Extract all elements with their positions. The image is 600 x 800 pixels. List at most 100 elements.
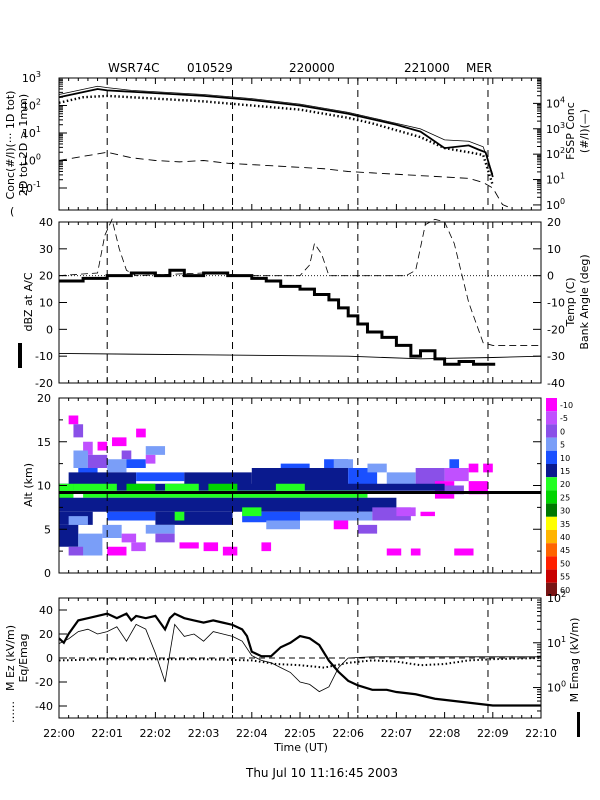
y-tick-label: 20 xyxy=(39,628,53,641)
heatmap-cell xyxy=(251,468,349,486)
heatmap-cell xyxy=(107,511,156,521)
y-tick-label: 20 xyxy=(39,270,53,283)
heatmap-cell xyxy=(367,463,387,473)
y-tick-label: 30 xyxy=(39,243,53,256)
panels: 10-1100101102103100101102103104Conc(#/l)… xyxy=(4,70,591,737)
y-right-tick-label: 0 xyxy=(547,270,554,283)
y-tick-label: 0 xyxy=(46,323,53,336)
series-dashed xyxy=(58,151,513,210)
panel-efield: 40 20 0 -20 -40 100 101 102 M Ez (kV/m) Eq/Emag ……… xyxy=(4,590,581,737)
x-tick-label: 22:10 xyxy=(525,727,557,740)
legend-label: 40 xyxy=(560,533,570,542)
legend-swatch xyxy=(546,450,557,464)
x-tick-label: 22:00 xyxy=(43,727,75,740)
legend-swatch xyxy=(546,569,557,583)
y-tick-label: -40 xyxy=(35,700,53,713)
heatmap-cell xyxy=(107,546,127,556)
heatmap-cell xyxy=(242,507,262,517)
series-thick xyxy=(58,88,494,178)
y-right-axis-label: M Emag (kV/m) xyxy=(568,618,581,703)
y-tick-label: 10 xyxy=(39,297,53,310)
y-right-tick-label: -40 xyxy=(547,377,565,390)
start-time-label: 220000 xyxy=(289,61,335,75)
heatmap-cell xyxy=(136,428,146,438)
heatmap-cell xyxy=(83,441,93,455)
legend-swatch xyxy=(546,516,557,530)
legend-label: 30 xyxy=(560,507,570,516)
heatmap-cell xyxy=(444,468,469,482)
legend-swatch xyxy=(546,503,557,517)
panel-dbz-frame xyxy=(58,221,542,384)
y-tick-label: -20 xyxy=(35,676,53,689)
y-right-tick-label: 101 xyxy=(546,172,565,187)
x-tick-label: 22:08 xyxy=(429,727,461,740)
legend-label: 25 xyxy=(560,493,570,502)
heatmap-cell xyxy=(59,483,445,491)
heatmap-cell xyxy=(73,424,84,438)
y-right-tick-label: 102 xyxy=(546,146,565,161)
x-axis-title: Time (UT) xyxy=(273,741,328,754)
legend-label: 55 xyxy=(560,573,570,582)
heatmap-cell xyxy=(396,507,416,517)
x-tick-label: 22:02 xyxy=(140,727,172,740)
series-dbz xyxy=(59,268,496,366)
heatmap-cell xyxy=(145,454,156,464)
legend-swatch xyxy=(546,424,557,438)
legend-swatch xyxy=(546,556,557,570)
y-right-tick-label: 100 xyxy=(547,680,566,695)
legend-marker: ( xyxy=(10,205,14,218)
heatmap-cell xyxy=(184,472,252,486)
x-tick-label: 22:01 xyxy=(91,727,123,740)
y-right-tick-label: -10 xyxy=(547,297,565,310)
heatmap-cell xyxy=(266,520,300,530)
heatmap-cell xyxy=(386,472,416,486)
legend-swatch xyxy=(546,477,557,491)
series-temp xyxy=(58,353,542,360)
legend-swatch xyxy=(546,464,557,478)
heatmap-cell xyxy=(174,511,185,521)
heatmap-cell xyxy=(483,463,493,473)
heatmap-cell xyxy=(145,524,175,534)
y-tick-label: 10 xyxy=(37,480,51,493)
heatmap-cell xyxy=(131,542,146,552)
heatmap-cell xyxy=(102,524,122,538)
legend-swatch xyxy=(546,411,557,425)
legend-marker: …… xyxy=(4,701,17,723)
heatmap-cell xyxy=(87,454,108,468)
legend-label: 45 xyxy=(560,546,570,555)
color-legend: -10 -5 0 5 10 15 20 25 30 35 40 45 50 55 60 xyxy=(546,398,573,596)
heatmap-cell xyxy=(261,542,272,552)
y-right-axis-label-line2: (#/l)(—) xyxy=(578,109,591,153)
y-tick-label: 0 xyxy=(46,652,53,665)
y-axis-label-line1: M Ez (kV/m) xyxy=(4,625,17,691)
footer-timestamp: Thu Jul 10 11:16:45 2003 xyxy=(245,766,398,780)
heatmap-cell xyxy=(468,463,479,473)
y-tick-label: 102 xyxy=(22,98,41,113)
heatmap-cell xyxy=(386,548,402,556)
y-axis-label: dBZ at A/C xyxy=(22,272,35,331)
y-tick-label: -20 xyxy=(35,377,53,390)
x-tick-label: 22:09 xyxy=(477,727,509,740)
y-tick-label: 40 xyxy=(39,216,53,229)
panel-dbz: 40 30 20 10 0 -10 -20 20 10 0 -10 -20 -30 -40 dBZ at A… xyxy=(18,216,591,390)
heatmap-cell xyxy=(136,472,185,482)
y-tick-label: 0 xyxy=(44,567,51,580)
y-tick-label: 5 xyxy=(44,523,51,536)
legend-swatch xyxy=(546,582,557,596)
heatmap-cell xyxy=(454,548,474,556)
heatmap-cell xyxy=(280,463,310,468)
heatmap-cell xyxy=(68,415,79,425)
heatmap-cell xyxy=(97,441,108,451)
x-tick-label: 22:07 xyxy=(381,727,413,740)
y-tick-label: -10 xyxy=(35,350,53,363)
y-axis-label-line1: Conc(#/l)(··· 1D tot) xyxy=(4,91,17,200)
heatmap-cell xyxy=(275,483,305,491)
site-label: MER xyxy=(466,61,492,75)
heatmap-cell xyxy=(121,450,132,460)
heatmap-cell xyxy=(126,483,156,491)
series-bank xyxy=(58,218,541,346)
heatmap-cell xyxy=(333,520,349,530)
heatmap-cell xyxy=(121,533,137,543)
y-right-tick-label: 100 xyxy=(546,197,565,212)
